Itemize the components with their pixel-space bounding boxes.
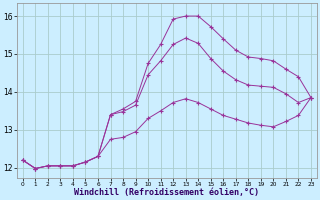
X-axis label: Windchill (Refroidissement éolien,°C): Windchill (Refroidissement éolien,°C) [74, 188, 260, 197]
